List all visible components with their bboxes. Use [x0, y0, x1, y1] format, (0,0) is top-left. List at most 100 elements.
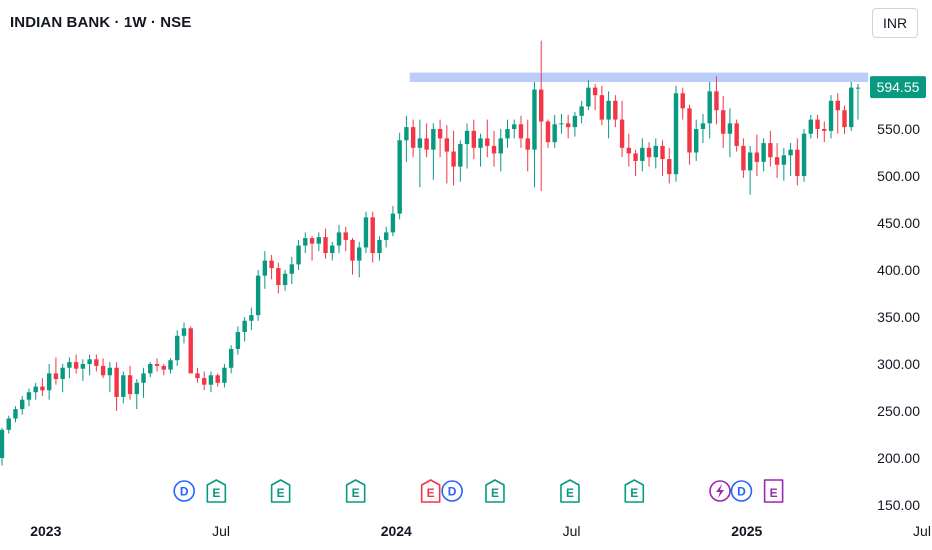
- candle[interactable]: [222, 364, 227, 388]
- candle[interactable]: [330, 241, 335, 261]
- candle[interactable]: [80, 359, 86, 381]
- candle[interactable]: [73, 354, 79, 374]
- candle[interactable]: [296, 239, 301, 270]
- candle[interactable]: [720, 96, 726, 148]
- candle[interactable]: [687, 104, 692, 165]
- candle[interactable]: [727, 108, 733, 158]
- candle[interactable]: [518, 115, 524, 148]
- candle[interactable]: [505, 119, 510, 148]
- candle[interactable]: [849, 82, 854, 131]
- candle[interactable]: [491, 130, 497, 167]
- earnings-marker[interactable]: E: [420, 479, 441, 503]
- candle[interactable]: [532, 82, 537, 188]
- candle[interactable]: [323, 228, 328, 259]
- candle[interactable]: [559, 113, 564, 134]
- candle[interactable]: [815, 114, 820, 139]
- candle[interactable]: [60, 364, 65, 393]
- candle[interactable]: [437, 119, 443, 158]
- candle[interactable]: [835, 93, 840, 134]
- candle[interactable]: [572, 112, 578, 137]
- candle[interactable]: [6, 415, 11, 434]
- candle[interactable]: [545, 119, 551, 148]
- candle[interactable]: [235, 326, 241, 355]
- candle[interactable]: [694, 119, 699, 161]
- lightning-icon[interactable]: [709, 480, 731, 502]
- candle[interactable]: [26, 388, 32, 407]
- candle[interactable]: [40, 378, 45, 396]
- candle[interactable]: [363, 211, 369, 254]
- candle[interactable]: [255, 270, 261, 321]
- candle[interactable]: [667, 147, 672, 184]
- candle[interactable]: [20, 395, 25, 415]
- candle[interactable]: [127, 365, 133, 400]
- candle[interactable]: [579, 100, 584, 124]
- candle[interactable]: [606, 91, 611, 139]
- candle[interactable]: [788, 143, 793, 176]
- candle[interactable]: [94, 354, 99, 372]
- candle[interactable]: [673, 85, 679, 182]
- candle[interactable]: [390, 206, 396, 237]
- candle[interactable]: [262, 251, 268, 289]
- candle[interactable]: [431, 123, 436, 180]
- candle[interactable]: [0, 427, 5, 466]
- earnings-marker[interactable]: E: [560, 479, 580, 503]
- candle[interactable]: [100, 358, 106, 379]
- candle[interactable]: [282, 270, 288, 291]
- candle[interactable]: [289, 256, 295, 285]
- candle[interactable]: [417, 119, 423, 188]
- candle[interactable]: [309, 236, 315, 261]
- candle[interactable]: [768, 130, 773, 167]
- candle[interactable]: [653, 138, 658, 169]
- candle[interactable]: [188, 326, 193, 374]
- candle[interactable]: [13, 406, 18, 423]
- candle[interactable]: [141, 367, 146, 398]
- candle[interactable]: [410, 119, 416, 158]
- candle[interactable]: [795, 138, 800, 186]
- candle[interactable]: [87, 354, 92, 376]
- candle[interactable]: [855, 83, 861, 120]
- candle[interactable]: [397, 132, 402, 220]
- candle[interactable]: [592, 83, 598, 111]
- candle[interactable]: [586, 80, 591, 111]
- candle[interactable]: [613, 95, 618, 128]
- candle[interactable]: [646, 142, 652, 167]
- candle[interactable]: [451, 130, 456, 186]
- candle[interactable]: [741, 138, 746, 178]
- earnings-marker[interactable]: E: [624, 479, 645, 503]
- resistance-zone[interactable]: [409, 72, 869, 82]
- candle[interactable]: [114, 362, 119, 411]
- candle[interactable]: [714, 76, 719, 125]
- candle[interactable]: [168, 358, 173, 374]
- candle[interactable]: [680, 87, 685, 120]
- candle[interactable]: [161, 364, 166, 376]
- candle[interactable]: [343, 226, 348, 252]
- candle[interactable]: [424, 123, 429, 158]
- earnings-marker[interactable]: E: [270, 479, 291, 503]
- candle[interactable]: [269, 254, 274, 280]
- candle[interactable]: [208, 371, 214, 393]
- candle[interactable]: [148, 362, 153, 378]
- candle[interactable]: [828, 95, 834, 139]
- earnings-marker[interactable]: E: [485, 479, 505, 503]
- candle[interactable]: [485, 119, 490, 158]
- candle[interactable]: [181, 322, 187, 344]
- earnings-marker[interactable]: E: [763, 479, 784, 503]
- candle[interactable]: [842, 105, 847, 134]
- earnings-marker[interactable]: E: [206, 479, 227, 503]
- candle[interactable]: [350, 238, 355, 275]
- candle[interactable]: [242, 317, 247, 342]
- candle[interactable]: [761, 138, 766, 172]
- dividend-marker[interactable]: D: [173, 480, 195, 502]
- candle[interactable]: [512, 119, 517, 139]
- candle[interactable]: [633, 149, 638, 176]
- candle[interactable]: [471, 119, 476, 160]
- dividend-marker[interactable]: D: [441, 480, 463, 502]
- candle[interactable]: [228, 345, 234, 374]
- candle[interactable]: [53, 357, 59, 385]
- candle[interactable]: [121, 371, 126, 404]
- candle[interactable]: [660, 140, 665, 176]
- candle[interactable]: [619, 100, 625, 158]
- candle[interactable]: [33, 382, 38, 400]
- candle[interactable]: [640, 138, 645, 172]
